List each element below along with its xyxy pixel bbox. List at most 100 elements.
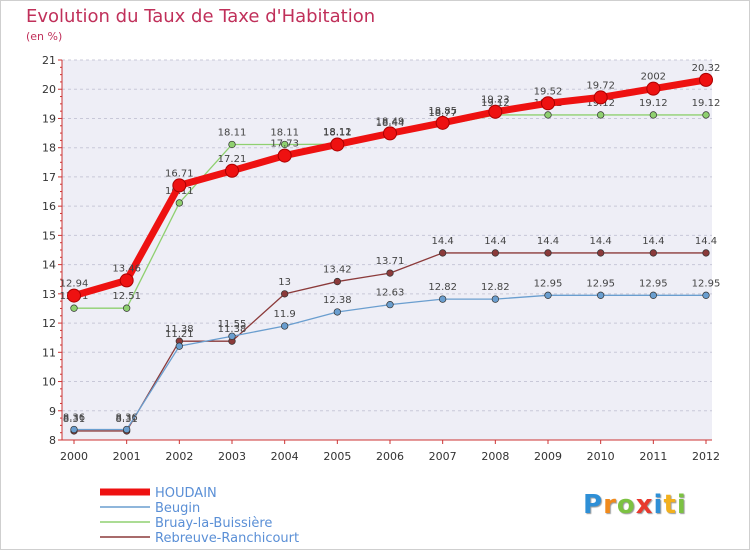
data-point-2	[70, 304, 78, 312]
y-tick-label: 13	[42, 288, 56, 301]
data-point-1	[175, 342, 183, 350]
y-tick-label: 12	[42, 317, 56, 330]
data-label-3: 13	[278, 277, 291, 288]
data-point-3	[702, 249, 710, 257]
y-tick-label: 19	[42, 112, 56, 125]
data-label-3: 14.4	[695, 236, 717, 247]
data-point-1	[491, 295, 499, 303]
data-label-0: 12.94	[60, 279, 89, 290]
data-point-0	[67, 288, 81, 303]
data-label-1: 11.21	[165, 329, 194, 340]
data-label-3: 14.4	[432, 236, 454, 247]
data-point-1	[439, 295, 447, 303]
data-label-3: 14.4	[484, 236, 506, 247]
logo-letter: r	[603, 490, 617, 520]
x-tick-label: 2003	[218, 450, 246, 463]
data-point-0	[119, 273, 134, 288]
logo-letter: x	[635, 490, 654, 520]
data-label-3: 11.38	[218, 324, 247, 335]
y-tick-label: 9	[49, 405, 56, 418]
data-label-3: 14.4	[642, 236, 664, 247]
y-tick-label: 14	[42, 259, 56, 272]
data-point-2	[228, 140, 236, 149]
x-tick-label: 2009	[534, 450, 562, 463]
logo-letter: t	[663, 490, 677, 520]
x-tick-label: 2007	[429, 450, 457, 463]
data-point-3	[544, 249, 552, 257]
legend-label-1: Beugin	[155, 501, 200, 516]
data-label-3: 8.31	[116, 414, 138, 425]
data-label-0: 18.11	[323, 127, 352, 138]
data-label-1: 12.82	[428, 282, 457, 293]
logo-letter: o	[616, 490, 636, 520]
data-label-1: 11.55	[218, 319, 247, 330]
x-tick-label: 2000	[60, 450, 88, 463]
proxiti-logo: Proxiti	[583, 490, 687, 520]
data-point-2	[702, 111, 710, 119]
data-point-2	[597, 111, 605, 119]
data-point-1	[386, 301, 394, 309]
data-point-1	[649, 291, 657, 299]
data-point-0	[225, 163, 239, 178]
data-label-2: 18.11	[218, 127, 247, 138]
logo-letter: i	[676, 490, 687, 520]
data-point-1	[544, 291, 552, 299]
data-label-1: 12.38	[323, 295, 352, 306]
data-point-2	[175, 199, 183, 207]
data-point-2	[123, 304, 131, 312]
data-label-0: 17.21	[218, 154, 247, 165]
x-tick-label: 2004	[271, 450, 299, 463]
data-label-0: 20.32	[692, 63, 721, 74]
data-label-2: 18.44	[376, 118, 405, 129]
data-label-0: 2002	[641, 72, 666, 83]
data-label-3: 8.31	[63, 414, 85, 425]
data-label-2: 19.12	[692, 98, 721, 109]
x-tick-label: 2006	[376, 450, 404, 463]
data-label-1: 12.82	[481, 282, 510, 293]
y-tick-label: 8	[49, 434, 56, 447]
data-label-3: 11.38	[165, 324, 194, 335]
logo-letter: P	[583, 490, 604, 520]
plot-area	[62, 60, 712, 440]
data-label-1: 8.36	[116, 412, 138, 423]
y-tick-label: 20	[42, 83, 56, 96]
data-point-3	[281, 290, 289, 298]
data-point-0	[541, 96, 555, 111]
logo-letter: i	[653, 490, 664, 520]
x-tick-label: 2002	[165, 450, 193, 463]
data-label-3: 13.71	[376, 256, 405, 267]
data-label-0: 17.73	[270, 139, 299, 150]
y-tick-label: 11	[42, 346, 56, 359]
unit-label: (en %)	[26, 30, 63, 43]
data-label-2: 18.77	[428, 108, 457, 119]
x-tick-label: 2010	[587, 450, 615, 463]
data-label-0: 16.71	[165, 168, 194, 179]
data-label-3: 13.42	[323, 265, 352, 276]
data-point-2	[544, 111, 552, 119]
data-point-1	[597, 291, 605, 299]
data-label-2: 19.12	[481, 98, 510, 109]
data-label-0: 18.85	[428, 106, 457, 117]
data-label-1: 12.95	[534, 278, 563, 289]
chart-title: Evolution du Taux de Taxe d'Habitation	[26, 6, 376, 27]
data-point-3	[333, 277, 341, 286]
data-point-0	[488, 104, 503, 119]
data-label-0: 19.52	[534, 86, 563, 97]
y-tick-label: 16	[42, 200, 56, 213]
data-point-0	[330, 137, 345, 152]
data-point-1	[333, 308, 341, 316]
data-label-1: 12.63	[376, 288, 405, 299]
data-point-0	[646, 81, 661, 96]
y-tick-label: 17	[42, 171, 56, 184]
legend-label-2: Bruay-la-Buissière	[155, 516, 272, 531]
data-label-3: 14.4	[590, 236, 612, 247]
y-tick-label: 10	[42, 376, 56, 389]
data-point-3	[386, 269, 394, 277]
data-point-0	[593, 90, 608, 105]
legend-label-0: HOUDAIN	[155, 486, 217, 501]
x-tick-label: 2008	[481, 450, 509, 463]
y-tick-label: 18	[42, 142, 56, 155]
data-label-1: 12.95	[586, 278, 615, 289]
x-tick-label: 2012	[692, 450, 720, 463]
data-point-1	[281, 322, 289, 330]
